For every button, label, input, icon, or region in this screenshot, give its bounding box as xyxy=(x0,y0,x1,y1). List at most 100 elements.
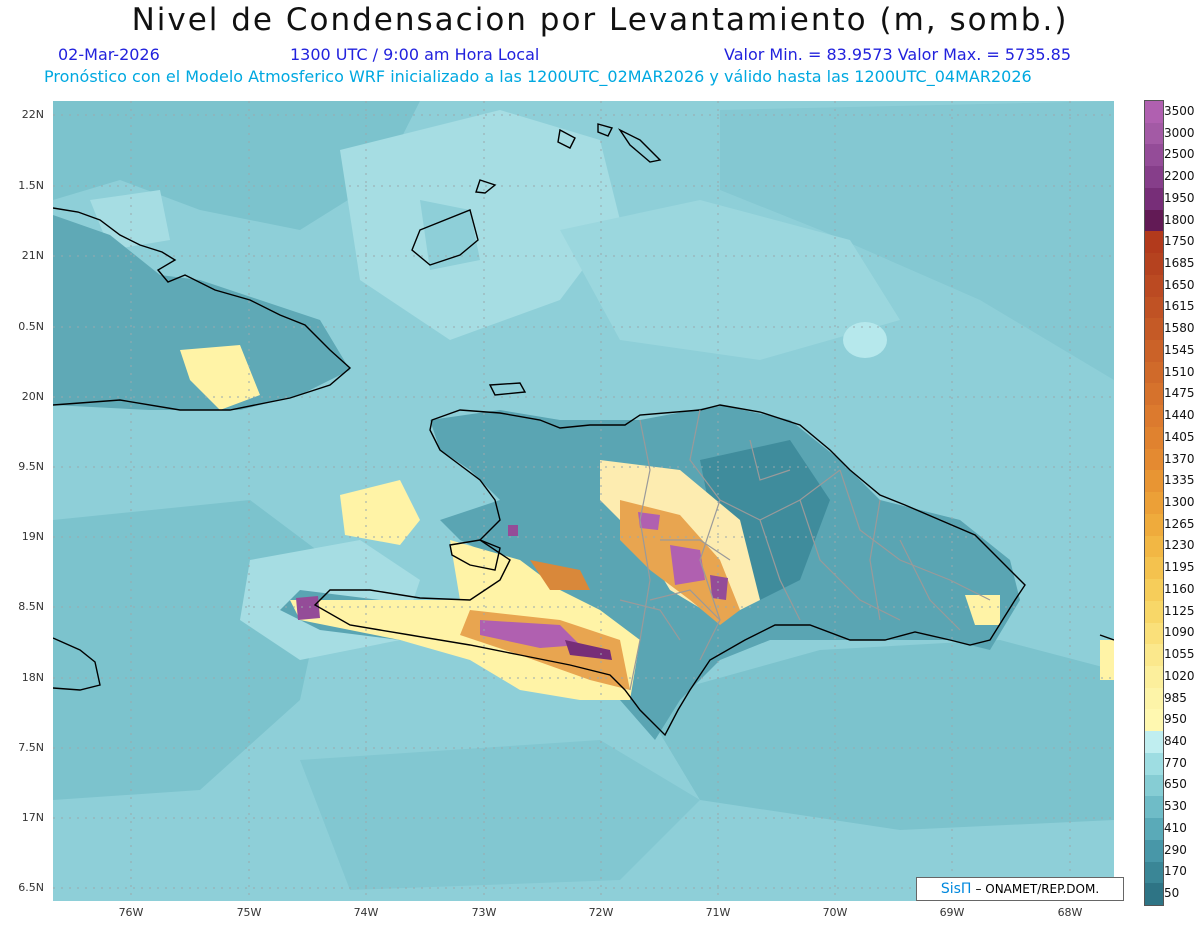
legend-swatch xyxy=(1145,535,1163,558)
legend-swatch xyxy=(1145,187,1163,211)
legend-swatch xyxy=(1145,122,1163,145)
field-light xyxy=(560,200,900,360)
lat-label: 17N xyxy=(21,811,44,824)
lon-label: 69W xyxy=(939,906,965,919)
legend-swatch xyxy=(1145,383,1163,406)
legend-swatch xyxy=(1145,426,1163,450)
sispi-logo: SisΠ xyxy=(940,881,972,897)
legend-label: 650 xyxy=(1164,777,1187,792)
lat-label: 9.5N xyxy=(18,460,44,473)
lat-label: 1.5N xyxy=(18,179,44,192)
field-light xyxy=(843,322,887,358)
province-boundaries xyxy=(619,409,991,691)
field-purple xyxy=(296,596,320,620)
legend-swatch xyxy=(1145,274,1163,298)
coastlines xyxy=(53,123,1114,737)
lon-label: 70W xyxy=(822,906,848,919)
lat-label: 21N xyxy=(21,249,44,262)
field-purple xyxy=(508,525,518,536)
lon-label: 76W xyxy=(118,906,144,919)
lat-label: 20N xyxy=(21,390,44,403)
legend-swatch xyxy=(1145,253,1163,276)
legend-swatch xyxy=(1145,340,1163,363)
legend-swatch xyxy=(1145,144,1163,167)
legend-label: 1125 xyxy=(1164,603,1195,618)
field-light xyxy=(340,110,620,340)
legend-label: 1475 xyxy=(1164,386,1195,401)
lat-label: 8.5N xyxy=(18,600,44,613)
legend-label: 1335 xyxy=(1164,473,1195,488)
coast-hispaniola xyxy=(313,404,1026,737)
legend-label: 1800 xyxy=(1164,212,1195,227)
coast-pr xyxy=(1099,634,1114,641)
color-legend xyxy=(1144,100,1164,906)
legend-swatch xyxy=(1145,600,1163,623)
legend-swatch xyxy=(1145,861,1163,884)
legend-label: 1300 xyxy=(1164,495,1195,509)
legend-swatch xyxy=(1145,166,1163,189)
field-band xyxy=(720,101,1114,380)
lat-label: 7.5N xyxy=(18,741,44,754)
legend-label: 170 xyxy=(1164,864,1187,879)
legend-label: 3500 xyxy=(1164,103,1195,118)
field-purple xyxy=(710,575,728,600)
legend-label: 1230 xyxy=(1164,538,1195,553)
forecast-note: Pronóstico con el Modelo Atmosferico WRF… xyxy=(44,67,1032,86)
legend-label: 50 xyxy=(1164,886,1180,901)
legend-label: 1405 xyxy=(1164,429,1195,444)
lon-label: 68W xyxy=(1057,906,1083,919)
lat-label: 18N xyxy=(21,671,44,684)
legend-swatch xyxy=(1145,513,1163,537)
map-title: Nivel de Condensacion por Levantamiento … xyxy=(131,2,1069,38)
field-band xyxy=(53,101,420,230)
legend-label: 1580 xyxy=(1164,321,1195,336)
legend-label: 770 xyxy=(1164,755,1187,770)
legend-swatch xyxy=(1145,818,1163,841)
legend-label: 2500 xyxy=(1164,147,1195,162)
field-orange xyxy=(530,560,590,590)
lat-label: 0.5N xyxy=(18,320,44,333)
legend-swatch xyxy=(1145,709,1163,732)
legend-label: 1020 xyxy=(1164,668,1195,683)
legend-label: 1195 xyxy=(1164,560,1195,575)
coast-turks xyxy=(597,123,614,137)
legend-label: 1055 xyxy=(1164,647,1195,662)
time-label: 1300 UTC / 9:00 am Hora Local xyxy=(290,45,540,64)
legend-swatch xyxy=(1145,796,1163,819)
legend-label: 1685 xyxy=(1164,255,1195,270)
legend-label: 1750 xyxy=(1164,234,1195,249)
legend-swatch xyxy=(1145,644,1163,667)
legend-swatch xyxy=(1145,405,1163,428)
legend-label: 1650 xyxy=(1164,277,1195,292)
legend-swatch xyxy=(1145,622,1163,645)
coast-inagua xyxy=(488,382,527,396)
legend-swatch xyxy=(1145,209,1163,232)
legend-swatch xyxy=(1145,470,1163,493)
legend-label: 1510 xyxy=(1164,364,1195,379)
legend-label: 2200 xyxy=(1164,169,1195,184)
legend-swatch xyxy=(1145,687,1163,710)
lon-label: 74W xyxy=(353,906,379,919)
legend-swatch xyxy=(1145,448,1163,471)
field-yellow xyxy=(340,480,420,545)
field-band xyxy=(300,740,700,890)
field-cuba xyxy=(53,215,350,410)
gridlines xyxy=(53,101,1114,901)
lon-label: 72W xyxy=(588,906,614,919)
field-purple xyxy=(480,620,580,648)
lon-label: 71W xyxy=(705,906,731,919)
legend-swatch xyxy=(1145,492,1163,515)
field-pr xyxy=(1100,640,1114,680)
legend-label: 410 xyxy=(1164,820,1187,835)
legend-label: 1160 xyxy=(1164,581,1195,596)
lat-label: 19N xyxy=(21,530,44,543)
legend-swatch xyxy=(1145,318,1163,341)
legend-swatch xyxy=(1145,557,1163,580)
legend-swatch xyxy=(1145,231,1163,254)
lon-label: 75W xyxy=(236,906,262,919)
coast-jamaica xyxy=(53,637,101,691)
coast-gonave xyxy=(449,539,501,571)
coast-caicos xyxy=(557,128,576,149)
legend-label: 530 xyxy=(1164,799,1187,814)
legend-label: 950 xyxy=(1164,712,1187,727)
